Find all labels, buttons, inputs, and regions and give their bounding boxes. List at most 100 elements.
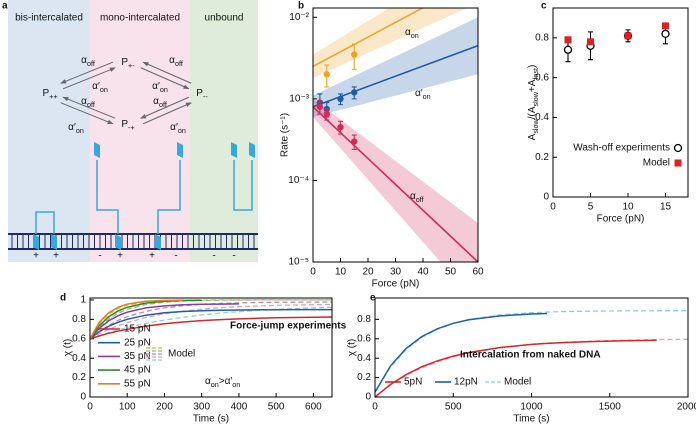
legend-label: 12pN [454,377,478,388]
region [90,0,190,262]
x-tick-label: 0 [550,202,556,213]
region-title: mono-intercalated [100,13,180,24]
subscript: on [100,85,108,94]
data-line [89,316,333,340]
data-line [89,308,332,340]
arrow [142,61,192,84]
legend-label: Model [643,158,670,169]
x-tick-label: 1000 [520,402,543,413]
y-tick-label: 0.6 [535,72,549,83]
panel-label: d [60,293,66,304]
data-line [89,303,239,340]
model-line [374,338,689,398]
sign: - [98,251,101,262]
x-axis-label: Force (pN) [597,214,645,225]
x-tick-label: 60 [472,267,484,278]
legend-label: 55 pN [124,378,151,389]
subscript: on [76,126,84,135]
data-line [374,339,657,398]
x-tick-label: 0 [372,402,378,413]
subscript: on [178,126,186,135]
legend-label: 25 pN [124,337,151,348]
point [563,45,573,54]
y-tick-label: 0.8 [72,314,86,325]
y-tick-label: 0.2 [72,372,86,383]
x-tick-label: 1500 [599,402,622,413]
point [587,38,594,46]
rate-label: α′on [68,122,84,136]
subscript: on [211,380,219,389]
fit-line [313,8,425,68]
model-line [89,301,333,340]
region-title: bis-intercalated [15,13,83,24]
point [351,89,358,96]
text-part: P [42,88,49,99]
text-part: >α′ [219,376,233,387]
annotation: αon>α′on [205,376,240,390]
legend-label: Model [168,349,195,360]
model-line [89,303,333,340]
x-tick-label: 400 [231,402,248,413]
y-tick-label: 0 [365,392,371,403]
text-part: P [121,57,128,68]
subscript: +- [128,61,135,70]
x-axis-label: Time (s) [193,414,229,425]
subscript: off [175,59,183,68]
y-tick-label: 0.8 [357,314,371,325]
state: P-+ [121,119,134,133]
text-part: +A [527,79,538,92]
arrow [62,96,116,119]
arrow [140,96,189,119]
x-tick-label: 0 [310,267,316,278]
data-line [374,312,548,393]
ligand [249,142,255,158]
panel-label: b [298,1,304,12]
panel-label: c [541,1,547,12]
linker [157,160,181,234]
series-label: α′on [415,88,431,102]
data-line [89,299,184,340]
y-tick-label: 0.6 [357,333,371,344]
text-part: α′ [68,122,76,133]
legend-marker [674,159,682,167]
ligand [33,234,39,250]
text-part: α′ [415,88,423,99]
y-axis-label: Aslow/(Aslow+Afast) [527,65,541,141]
subscript: off [416,195,424,204]
subscript: off [87,100,95,109]
x-tick-label: 600 [305,402,322,413]
legend-label: 5pN [404,377,422,388]
panel-label: a [2,1,8,12]
x-tick-label: 500 [445,402,462,413]
point [351,51,358,58]
x-tick-label: 300 [193,402,210,413]
legend-label: 35 pN [124,351,151,362]
text-part: α′ [92,81,100,92]
point [661,29,670,39]
rate-label: αoff [81,96,95,110]
text-part: α [410,191,416,202]
arrow [62,67,116,90]
rate-label: α′on [152,81,168,95]
rate-label: αoff [153,96,167,110]
x-tick-label: 20 [362,267,374,278]
arrow [60,61,114,84]
rate-label: αoff [169,55,183,69]
subscript: on [160,85,168,94]
point [323,110,330,118]
arrow [60,102,114,125]
plot-frame [89,297,333,398]
point [624,32,632,40]
legend-label: 45 pN [124,365,151,376]
sign: + [117,251,123,262]
ligand [155,234,161,250]
arrow [140,67,190,90]
annotation: Intercalation from naked DNA [460,350,601,361]
model-line [374,310,688,393]
text-part: α [81,55,87,66]
point [662,22,669,30]
subscript: ++ [49,92,57,101]
ligand [231,142,237,158]
series-label: αoff [410,191,424,205]
subscript: fast [531,68,540,80]
